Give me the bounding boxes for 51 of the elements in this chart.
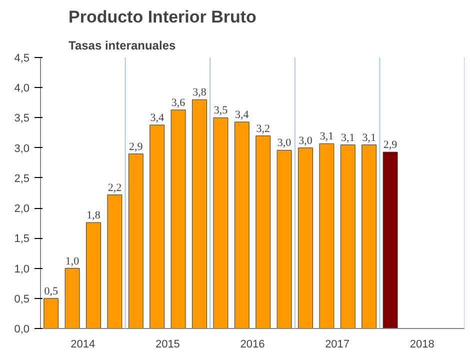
data-label: 3,1 xyxy=(341,132,355,144)
y-tick-label: 2,5 xyxy=(14,172,30,185)
bar xyxy=(64,268,80,328)
bar xyxy=(150,124,165,328)
y-tick-label: 4,5 xyxy=(14,52,30,64)
bar xyxy=(213,117,228,328)
bar xyxy=(128,154,144,328)
bar xyxy=(319,143,334,328)
data-label: 2,9 xyxy=(383,139,398,152)
bar xyxy=(107,194,122,328)
x-tick-label: 2018 xyxy=(410,338,434,350)
data-label: 3,8 xyxy=(192,86,207,99)
bar xyxy=(192,99,207,328)
data-label: 0,5 xyxy=(44,285,58,298)
y-tick-label: 3,5 xyxy=(14,112,30,125)
y-tick-label: 2,0 xyxy=(14,203,30,216)
bar xyxy=(340,144,356,328)
y-tick-label: 1,0 xyxy=(14,263,30,276)
data-label: 3,1 xyxy=(320,130,334,143)
y-tick-label: 0,0 xyxy=(14,324,30,336)
data-label: 2,9 xyxy=(129,140,144,153)
bar xyxy=(382,152,398,328)
chart-subtitle: Tasas interanuales xyxy=(68,38,176,52)
bar xyxy=(276,150,292,328)
bar xyxy=(234,122,250,328)
y-tick-label: 0,5 xyxy=(14,293,30,306)
data-label: 3,0 xyxy=(277,137,292,150)
data-label: 3,4 xyxy=(150,112,164,124)
bar xyxy=(298,148,313,328)
bar xyxy=(86,222,101,328)
bar xyxy=(44,298,59,328)
x-tick-label: 2016 xyxy=(240,338,265,350)
bar xyxy=(256,136,271,328)
x-tick-label: 2015 xyxy=(155,338,180,350)
bar xyxy=(362,144,377,328)
data-label: 3,1 xyxy=(362,132,376,144)
y-tick-label: 4,0 xyxy=(14,82,30,95)
x-tick-label: 2014 xyxy=(70,338,96,350)
y-tick-label: 3,0 xyxy=(14,142,30,155)
data-label: 1,8 xyxy=(86,210,101,222)
bar xyxy=(170,110,186,328)
data-label: 3,5 xyxy=(214,104,228,117)
y-tick-label: 1,5 xyxy=(14,233,30,246)
data-label: 3,6 xyxy=(171,96,186,109)
chart-title: Producto Interior Bruto xyxy=(68,8,256,26)
data-label: 3,0 xyxy=(298,134,313,147)
data-label: 1,0 xyxy=(65,255,80,268)
data-label: 2,2 xyxy=(108,182,122,194)
data-label: 3,2 xyxy=(256,122,270,135)
x-tick-label: 2017 xyxy=(325,338,350,350)
data-label: 3,4 xyxy=(235,108,250,121)
